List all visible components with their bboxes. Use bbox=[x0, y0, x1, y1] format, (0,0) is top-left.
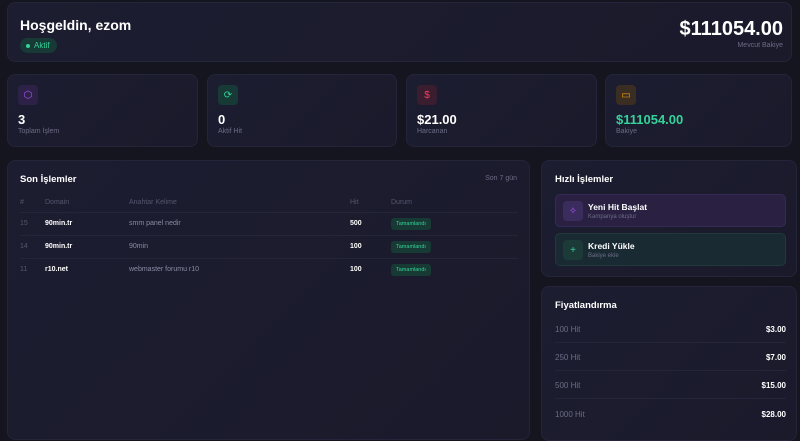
table-row[interactable]: 11 r10.net webmaster forumu r10 100 Tamamlan… bbox=[20, 257, 518, 281]
stat-value: $21.00 bbox=[417, 112, 457, 127]
cell-id: 14 bbox=[20, 234, 45, 258]
pricing-label: 100 Hit bbox=[555, 325, 581, 334]
dollar-icon: $ bbox=[417, 85, 437, 105]
stat-label: Aktif Hit bbox=[218, 128, 243, 135]
table-row[interactable]: 14 90min.tr 90min 100 Tamamlandı bbox=[20, 234, 518, 258]
cell-keyword: webmaster forumu r10 bbox=[129, 257, 350, 281]
cell-status: Tamamlandı bbox=[391, 257, 518, 281]
welcome-header: Hoşgeldin, ezom Aktif $111054.00 Mevcut … bbox=[7, 2, 792, 62]
pricing-row: 500 Hit $15.00 bbox=[555, 373, 786, 399]
pricing-label: 500 Hit bbox=[555, 381, 581, 390]
load-credit-button[interactable]: + Kredi Yükle Bakiye ekle bbox=[555, 233, 786, 266]
stat-label: Bakiye bbox=[616, 128, 638, 135]
section-title: Fiyatlandırma bbox=[555, 300, 617, 311]
action-title: Yeni Hit Başlat bbox=[588, 202, 648, 212]
pricing-price: $28.00 bbox=[761, 409, 786, 419]
pricing-price: $3.00 bbox=[765, 325, 786, 334]
balance-label: Mevcut Bakiye bbox=[737, 42, 783, 49]
col-header: Hit bbox=[350, 199, 359, 207]
cell-status: Tamamlandı bbox=[391, 234, 518, 258]
action-subtitle: Bakiye ekle bbox=[588, 253, 619, 259]
action-subtitle: Kampanya oluştur bbox=[588, 214, 637, 220]
pricing-row: 250 Hit $7.00 bbox=[555, 345, 786, 371]
status-badge: Aktif bbox=[20, 38, 57, 53]
sparkle-icon: ✧ bbox=[563, 201, 583, 221]
table-row[interactable]: 15 90min.tr smm panel nedir 500 Tamamlandı bbox=[20, 211, 518, 235]
cell-domain: 90min.tr bbox=[45, 234, 129, 258]
status-badge: Tamamlandı bbox=[391, 218, 431, 230]
stat-label: Toplam İşlem bbox=[18, 128, 60, 135]
period-label: Son 7 gün bbox=[485, 175, 517, 182]
greeting: Hoşgeldin, ezom bbox=[20, 17, 132, 33]
cell-domain: r10.net bbox=[45, 257, 129, 281]
cell-hit: 500 bbox=[350, 211, 391, 235]
credit-card-icon: ▭ bbox=[616, 85, 636, 105]
stat-balance: ▭ $111054.00 Bakiye bbox=[605, 74, 792, 147]
pricing-row: 1000 Hit $28.00 bbox=[555, 401, 786, 427]
stat-value: 0 bbox=[218, 112, 226, 127]
pricing-row: 100 Hit $3.00 bbox=[555, 317, 786, 343]
status-badge: Tamamlandı bbox=[391, 264, 431, 277]
cell-hit: 100 bbox=[350, 257, 391, 281]
cell-id: 15 bbox=[20, 211, 45, 235]
stat-spent: $ $21.00 Harcanan bbox=[406, 74, 597, 147]
current-balance: $111054.00 bbox=[679, 18, 783, 40]
pricing-card: Fiyatlandırma 100 Hit $3.00 250 Hit $7.00 50… bbox=[541, 286, 797, 441]
action-title: Kredi Yükle bbox=[588, 241, 635, 251]
cell-id: 11 bbox=[20, 257, 45, 281]
col-header: Anahtar Kelime bbox=[129, 199, 177, 207]
cell-keyword: smm panel nedir bbox=[129, 211, 350, 235]
stat-label: Harcanan bbox=[417, 128, 448, 135]
stat-value: $111054.00 bbox=[616, 112, 684, 127]
pricing-price: $7.00 bbox=[765, 353, 786, 362]
transactions-table: # Domain Anahtar Kelime Hit Durum 15 90mi… bbox=[20, 194, 518, 281]
cell-hit: 100 bbox=[350, 234, 391, 258]
new-hit-button[interactable]: ✧ Yeni Hit Başlat Kampanya oluştur bbox=[555, 194, 786, 227]
col-header: # bbox=[20, 199, 24, 207]
recent-transactions-card: Son İşlemler Son 7 gün # Domain Anahtar … bbox=[7, 160, 530, 440]
cube-icon: ⬡ bbox=[18, 85, 38, 105]
cell-domain: 90min.tr bbox=[45, 211, 129, 235]
quick-actions-card: Hızlı İşlemler ✧ Yeni Hit Başlat Kampany… bbox=[541, 160, 797, 277]
refresh-icon: ⟳ bbox=[218, 85, 238, 105]
col-header: Domain bbox=[45, 199, 70, 207]
section-title: Son İşlemler bbox=[20, 174, 77, 185]
pricing-price: $15.00 bbox=[761, 381, 786, 390]
cell-status: Tamamlandı bbox=[391, 211, 518, 235]
cell-keyword: 90min bbox=[129, 234, 350, 258]
pricing-label: 1000 Hit bbox=[555, 409, 585, 419]
stat-value: 3 bbox=[18, 112, 26, 127]
plus-icon: + bbox=[563, 240, 583, 260]
status-badge: Tamamlandı bbox=[391, 241, 431, 253]
stat-total-transactions: ⬡ 3 Toplam İşlem bbox=[7, 74, 198, 147]
stat-active-hit: ⟳ 0 Aktif Hit bbox=[207, 74, 397, 147]
pricing-label: 250 Hit bbox=[555, 353, 581, 362]
col-header: Durum bbox=[391, 199, 413, 207]
section-title: Hızlı İşlemler bbox=[555, 174, 614, 185]
